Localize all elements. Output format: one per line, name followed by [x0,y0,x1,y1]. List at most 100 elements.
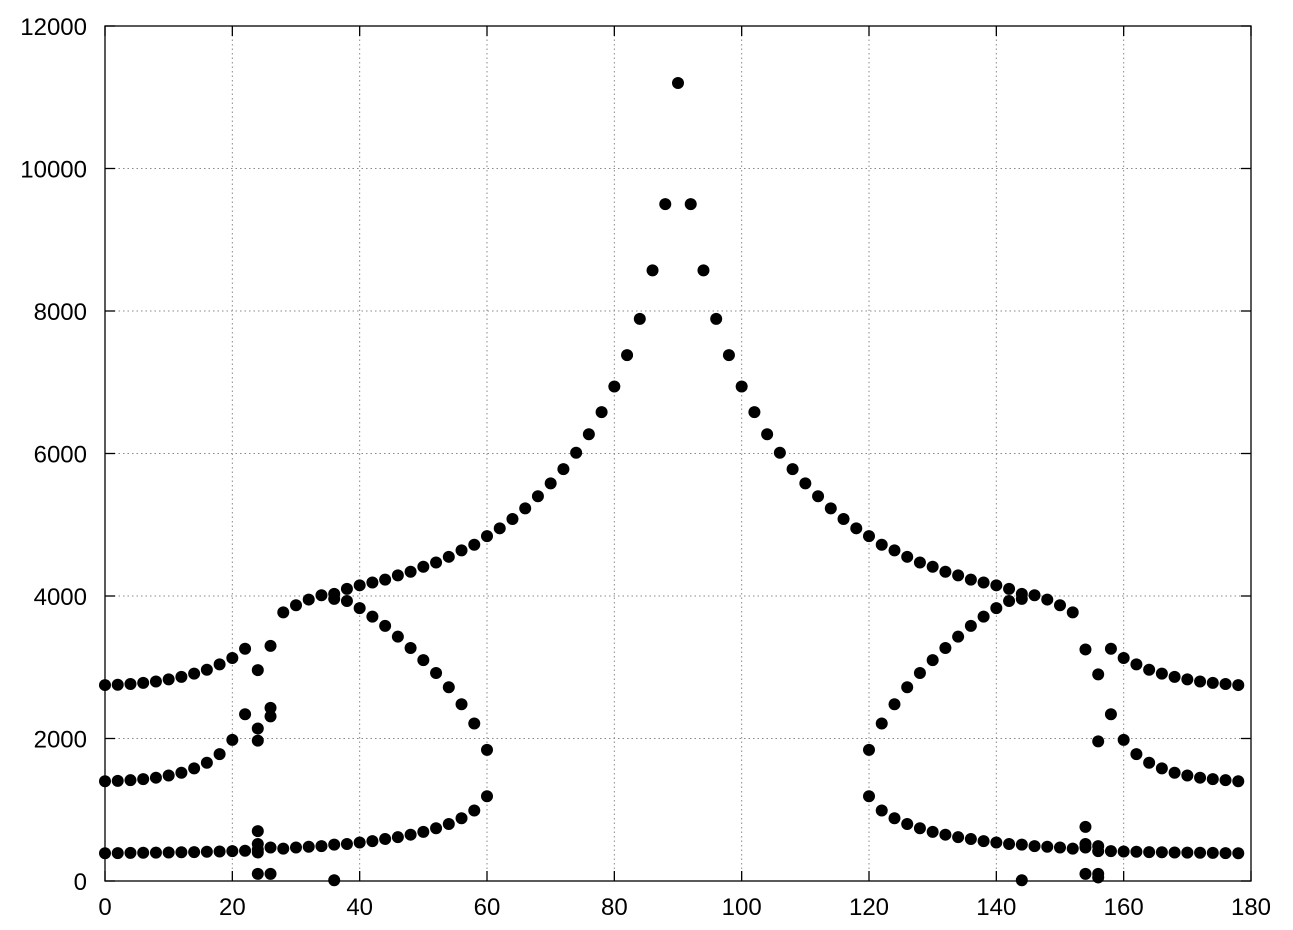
data-point [786,463,799,476]
data-point [1219,677,1232,690]
y-tick-label: 6000 [34,442,87,469]
data-point [863,530,875,543]
data-point [264,639,277,652]
data-point [1155,762,1168,775]
data-point [952,630,965,643]
x-tick-label: 100 [722,894,762,921]
data-point [213,845,226,858]
data-point [1206,846,1219,859]
data-point [824,502,837,515]
data-point [481,530,493,543]
data-point [1194,771,1207,784]
data-point [379,619,392,632]
data-point [442,681,455,694]
data-point [137,773,150,786]
data-point [1015,874,1028,887]
data-point [990,602,1003,615]
data-point [990,579,1003,592]
data-point [353,602,366,615]
data-point [493,522,506,535]
data-point [875,538,888,551]
data-point [1015,592,1028,605]
data-point [837,513,850,526]
x-tick-label: 140 [976,894,1016,921]
data-point [672,77,684,89]
data-point [1092,735,1105,748]
data-point [99,775,111,788]
data-point [1130,658,1143,671]
data-point [570,446,583,459]
data-point [366,576,379,589]
data-point [990,836,1003,849]
data-point [1130,845,1143,858]
data-points [99,77,1245,887]
data-point [964,619,977,632]
data-point [926,560,939,573]
data-point [175,846,188,859]
data-point [1194,675,1207,688]
data-point [391,569,404,582]
data-point [200,663,213,676]
data-point [1168,766,1181,779]
grid [105,26,1251,881]
data-point [264,710,277,723]
data-point [1092,668,1105,681]
data-point [1003,582,1016,595]
data-point [1219,847,1232,860]
data-point [175,670,188,683]
data-point [1003,594,1016,607]
data-point [1028,589,1041,602]
data-point [913,666,926,679]
x-tick-label: 40 [346,894,373,921]
data-point [773,446,786,459]
data-point [1206,676,1219,689]
data-point [875,804,888,817]
data-point [735,380,748,393]
data-point [226,733,239,746]
x-tick-label: 160 [1104,894,1144,921]
data-point [1219,774,1232,787]
data-point [1143,663,1156,676]
x-tick-label: 180 [1231,894,1271,921]
data-point [952,831,965,844]
data-point [290,599,302,612]
axis-ticks [104,25,1252,882]
data-point [697,264,710,277]
data-point [964,832,977,845]
data-point [850,522,863,535]
data-point [761,428,774,441]
data-point [455,698,468,711]
y-tick-label: 8000 [34,299,87,326]
data-point [1079,867,1092,880]
x-tick-label: 80 [601,894,628,921]
data-point [226,845,239,858]
data-point [417,825,430,838]
data-point [99,679,111,692]
data-point [1092,845,1105,858]
data-point [340,582,353,595]
data-point [722,349,735,362]
data-point [964,573,977,586]
data-point [1066,842,1079,855]
data-point [875,717,888,730]
data-point [926,825,939,838]
x-tick-label: 60 [474,894,501,921]
data-point [710,312,723,325]
data-point [888,698,901,711]
data-point [1054,841,1066,854]
data-point [442,818,455,830]
data-point [137,676,150,689]
data-point [226,651,239,664]
data-point [239,708,252,721]
data-point [1079,841,1092,854]
data-point [366,610,379,623]
data-point [353,579,366,592]
data-point [111,847,124,860]
data-point [315,840,328,853]
data-point [888,544,901,557]
data-point [251,867,264,880]
data-point [595,406,608,419]
data-point [391,831,404,844]
data-point [684,198,697,211]
data-point [863,790,875,803]
